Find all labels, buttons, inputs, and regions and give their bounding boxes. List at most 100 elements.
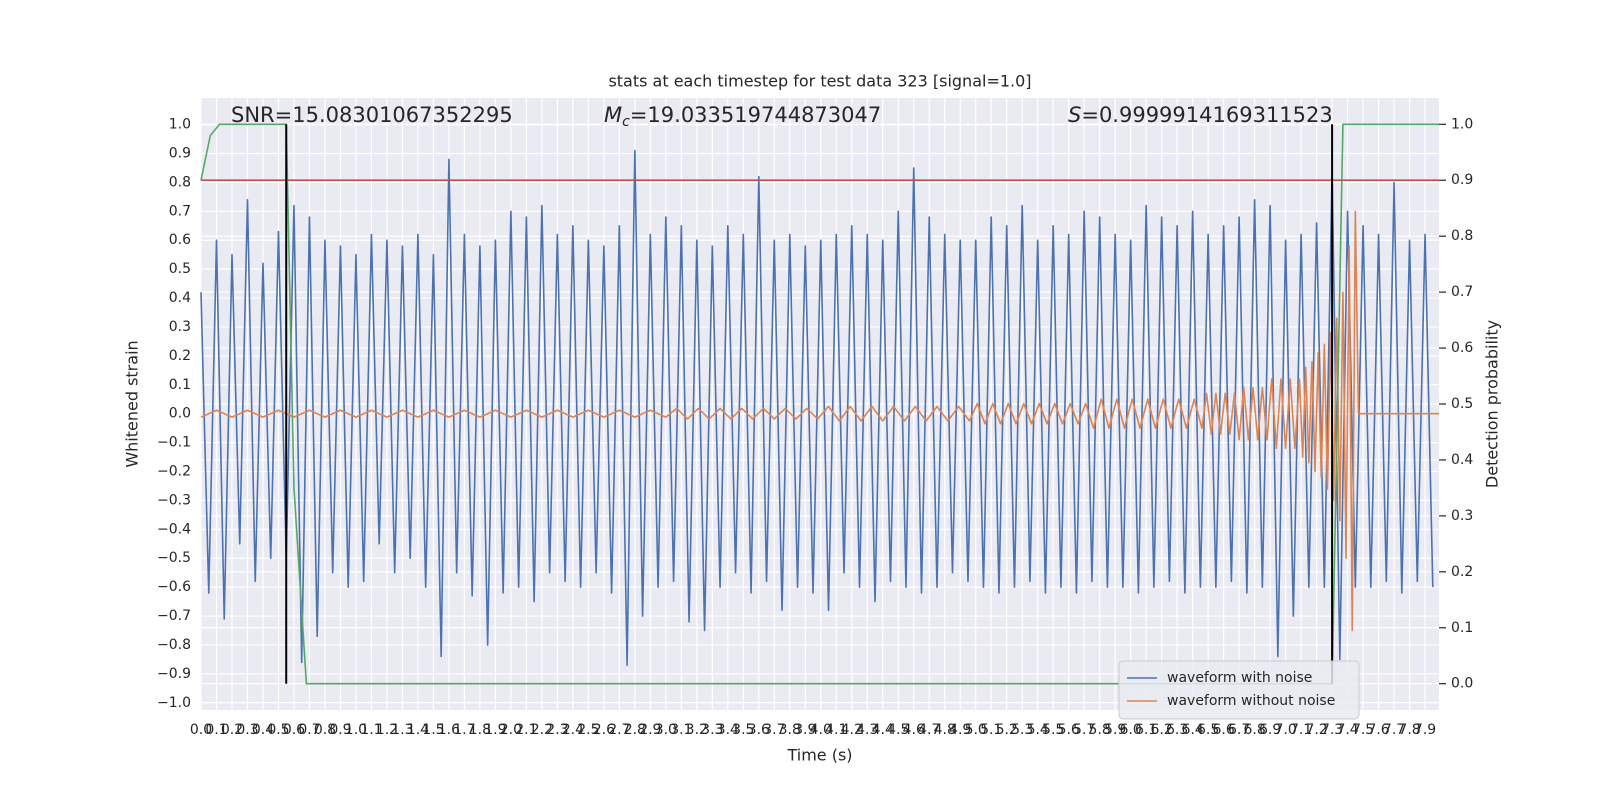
y-tick-label: 0.7 <box>169 203 191 219</box>
x-tick-label: 3.8 <box>779 722 801 738</box>
annotation-symbol: S <box>1068 103 1081 127</box>
x-tick-label: 0.4 <box>252 722 274 738</box>
x-tick-label: 2.6 <box>593 722 615 738</box>
y2-tick-label: 0.2 <box>1451 564 1473 580</box>
y2-tick-label: 0.6 <box>1451 340 1473 356</box>
x-tick-label: 6.6 <box>1212 722 1234 738</box>
x-tick-label: 4.0 <box>810 722 832 738</box>
annotation: S=0.9999914169311523 <box>1068 103 1333 127</box>
x-tick-label: 2.8 <box>624 722 646 738</box>
legend-label: waveform with noise <box>1167 670 1312 686</box>
x-tick-label: 5.0 <box>965 722 987 738</box>
y2-tick-label: 0.8 <box>1451 228 1473 244</box>
series-line <box>200 149 1434 666</box>
x-tick-label: 7.0 <box>1274 722 1296 738</box>
x-tick-label: 4.4 <box>872 722 894 738</box>
annotation: SNR=15.08301067352295 <box>231 103 513 127</box>
y-tick-label: 0.0 <box>169 406 191 422</box>
x-tick-label: 6.4 <box>1182 722 1204 738</box>
y-tick-label: −0.6 <box>157 579 191 595</box>
x-tick-label: 6.9 <box>1259 722 1281 738</box>
x-tick-label: 6.8 <box>1243 722 1265 738</box>
x-tick-label: 2.1 <box>515 722 537 738</box>
x-tick-label: 5.3 <box>1011 722 1033 738</box>
x-tick-label: 7.6 <box>1367 722 1389 738</box>
x-tick-label: 1.7 <box>453 722 475 738</box>
x-tick-label: 0.2 <box>221 722 243 738</box>
x-tick-label: 3.4 <box>717 722 739 738</box>
x-tick-label: 1.3 <box>391 722 413 738</box>
y2-tick-label: 0.4 <box>1451 452 1473 468</box>
legend: waveform with noise waveform without nois… <box>1118 660 1360 720</box>
y2-tick-label: 0.0 <box>1451 676 1473 692</box>
y-tick-label: −1.0 <box>157 695 191 711</box>
y-tick-label: 0.4 <box>169 290 191 306</box>
x-tick-label: 3.7 <box>763 722 785 738</box>
annotation-subscript: c <box>622 114 630 130</box>
chart-title: stats at each timestep for test data 323… <box>608 72 1031 91</box>
y-tick-label: 1.0 <box>169 117 191 133</box>
x-tick-label: 3.2 <box>686 722 708 738</box>
y-tick-label: 0.8 <box>169 174 191 190</box>
x-tick-label: 6.7 <box>1228 722 1250 738</box>
x-tick-label: 1.4 <box>407 722 429 738</box>
x-tick-label: 4.2 <box>841 722 863 738</box>
y2-tick-label: 0.1 <box>1451 620 1473 636</box>
x-tick-label: 1.9 <box>484 722 506 738</box>
y2-tick-label: 0.7 <box>1451 284 1473 300</box>
x-tick-label: 0.9 <box>329 722 351 738</box>
x-tick-label: 0.0 <box>190 722 212 738</box>
annotation-symbol: M <box>604 103 622 127</box>
x-tick-label: 7.9 <box>1414 722 1436 738</box>
y-axis-label: Whitened strain <box>123 340 142 467</box>
x-axis-label: Time (s) <box>786 746 852 765</box>
y2-tick-label: 0.9 <box>1451 172 1473 188</box>
x-tick-label: 4.5 <box>887 722 909 738</box>
x-tick-label: 7.8 <box>1398 722 1420 738</box>
x-tick-label: 1.5 <box>422 722 444 738</box>
x-tick-label: 7.4 <box>1336 722 1358 738</box>
x-tick-label: 7.7 <box>1383 722 1405 738</box>
x-tick-label: 2.3 <box>546 722 568 738</box>
x-tick-label: 7.5 <box>1352 722 1374 738</box>
x-tick-label: 5.8 <box>1089 722 1111 738</box>
x-tick-label: 2.4 <box>562 722 584 738</box>
x-tick-label: 0.8 <box>314 722 336 738</box>
x-tick-label: 0.7 <box>298 722 320 738</box>
x-tick-label: 5.2 <box>996 722 1018 738</box>
y-tick-label: 0.2 <box>169 348 191 364</box>
x-tick-label: 5.4 <box>1027 722 1049 738</box>
x-tick-label: 4.7 <box>918 722 940 738</box>
y-tick-label: −0.9 <box>157 666 191 682</box>
y-tick-label: 0.1 <box>169 377 191 393</box>
annotation-text: SNR=15.08301067352295 <box>231 103 513 127</box>
y-tick-label: 0.9 <box>169 146 191 162</box>
legend-label: waveform without noise <box>1167 693 1335 709</box>
y2-tick-label: 0.5 <box>1451 396 1473 412</box>
x-tick-label: 7.1 <box>1290 722 1312 738</box>
y-tick-label: −0.2 <box>157 464 191 480</box>
x-tick-label: 2.7 <box>608 722 630 738</box>
x-tick-label: 1.1 <box>360 722 382 738</box>
y-tick-label: −0.7 <box>157 608 191 624</box>
x-tick-label: 3.0 <box>655 722 677 738</box>
x-tick-label: 2.5 <box>577 722 599 738</box>
y-tick-label: −0.3 <box>157 492 191 508</box>
x-tick-label: 4.3 <box>856 722 878 738</box>
x-tick-label: 7.2 <box>1305 722 1327 738</box>
x-tick-label: 1.2 <box>376 722 398 738</box>
ticks: 0.00.10.20.30.40.50.60.70.80.91.01.11.21… <box>157 116 1473 738</box>
x-tick-label: 4.6 <box>903 722 925 738</box>
x-tick-label: 5.7 <box>1073 722 1095 738</box>
x-tick-label: 6.1 <box>1135 722 1157 738</box>
x-tick-label: 6.5 <box>1197 722 1219 738</box>
annotation-text: =19.033519744873047 <box>630 103 881 127</box>
x-tick-label: 6.3 <box>1166 722 1188 738</box>
y-tick-label: −0.8 <box>157 637 191 653</box>
x-tick-label: 6.2 <box>1151 722 1173 738</box>
legend-box <box>1118 660 1360 720</box>
x-tick-label: 3.5 <box>732 722 754 738</box>
x-tick-label: 2.0 <box>500 722 522 738</box>
x-tick-label: 4.1 <box>825 722 847 738</box>
annotation-text: =0.9999914169311523 <box>1081 103 1332 127</box>
